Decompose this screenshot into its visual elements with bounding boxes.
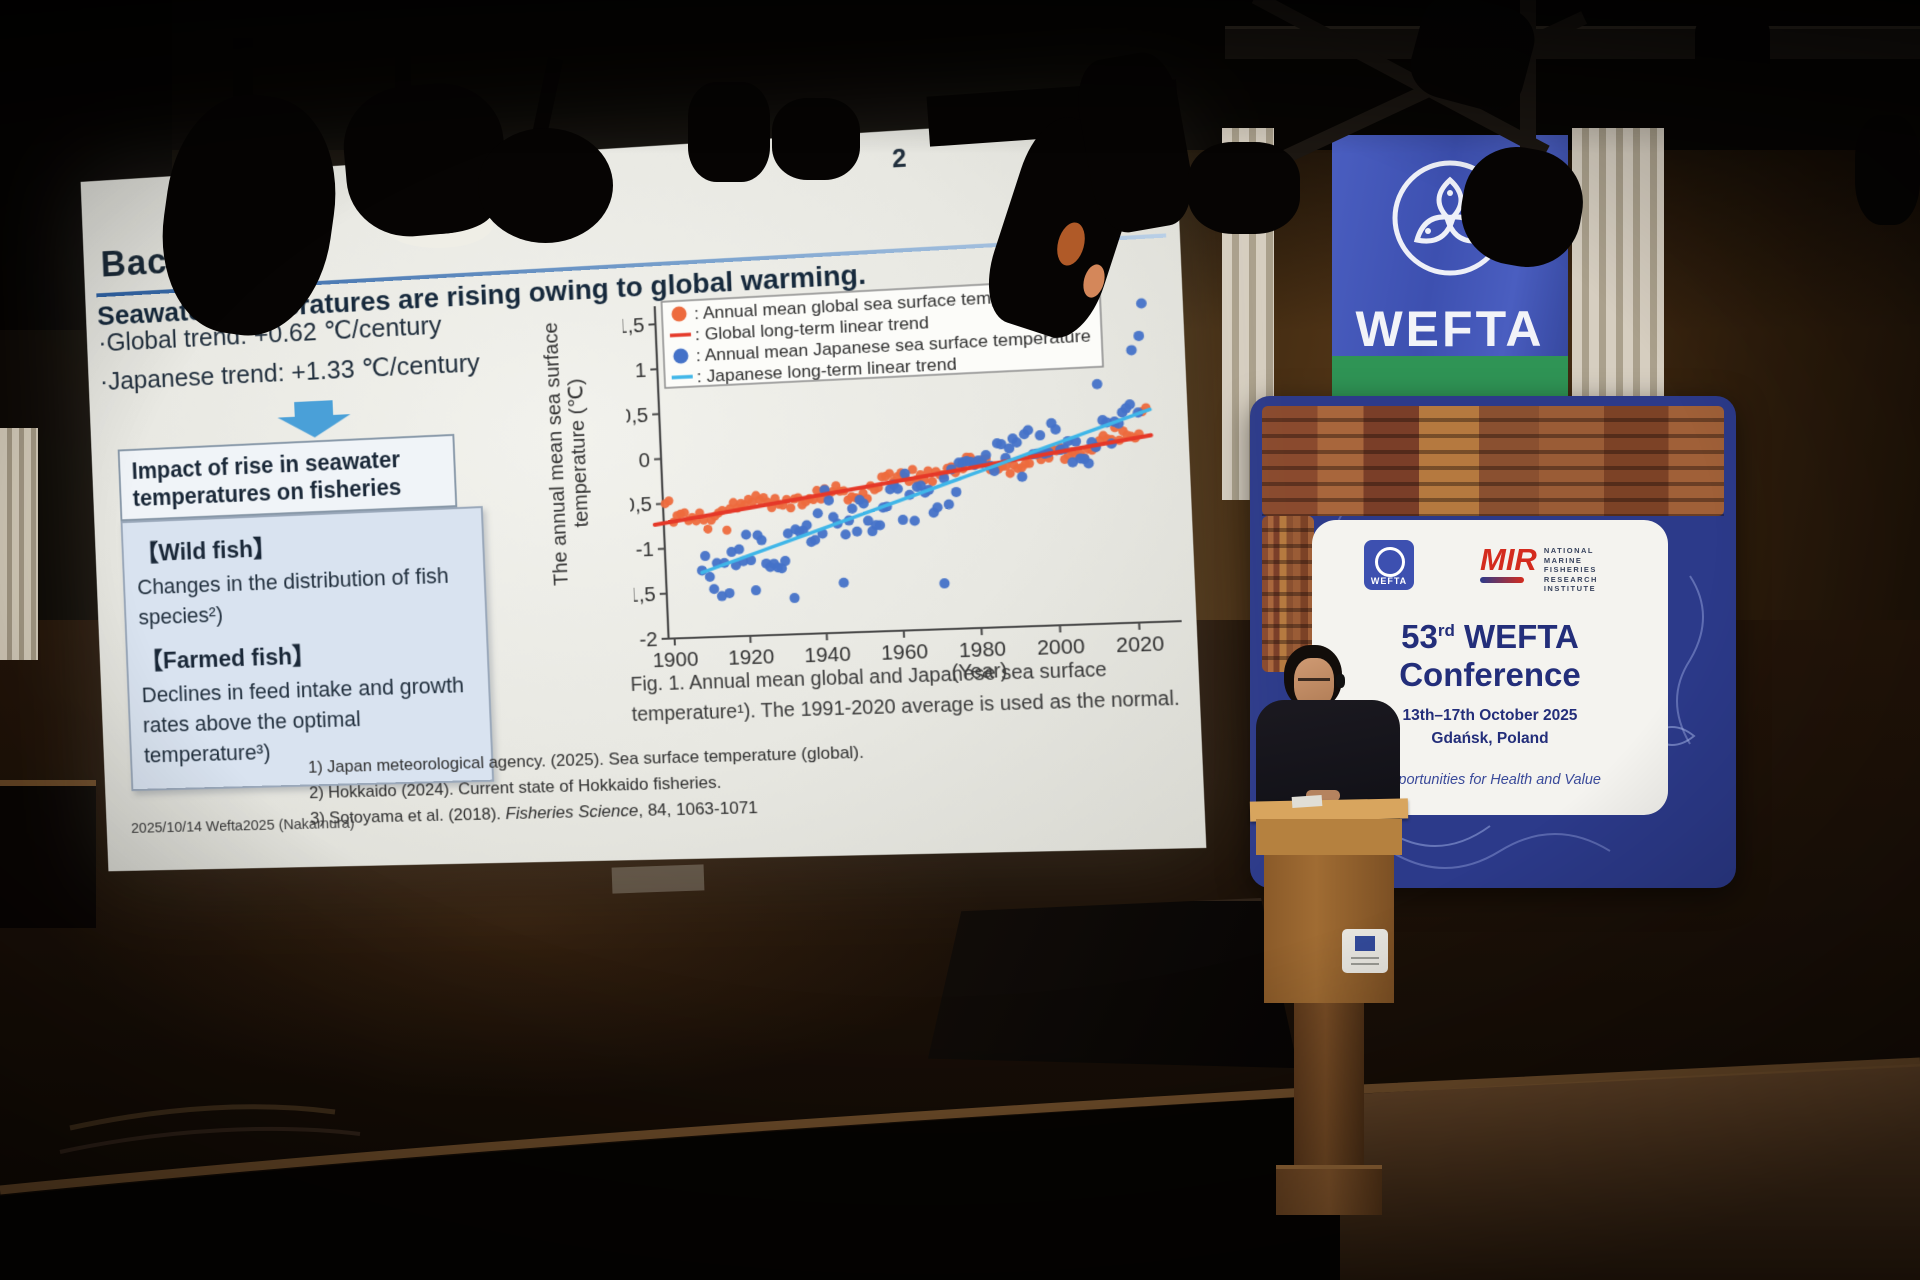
- podium-panel: [1264, 855, 1394, 1003]
- stage-light: [1695, 12, 1770, 82]
- mir-org-line: RESEARCH: [1544, 576, 1598, 585]
- chart-y-axis-label: The annual mean sea surface temperature …: [538, 278, 602, 629]
- conference-card-logos: WEFTA MIR NATIONAL MARINE FISHERIES RESE…: [1312, 540, 1668, 602]
- svg-text:0,5: 0,5: [621, 404, 648, 428]
- svg-text:-1,5: -1,5: [621, 584, 656, 608]
- svg-text:-2: -2: [639, 629, 658, 652]
- mir-logo-label: MIR: [1480, 542, 1537, 577]
- auditorium-floor: [1340, 1064, 1920, 1280]
- banner-gdansk-photo: [1262, 406, 1724, 516]
- floor-plate: [612, 864, 705, 893]
- stage-light: [772, 98, 860, 180]
- podium-plaque-line: [1351, 963, 1379, 965]
- podium-papers: [1292, 795, 1323, 808]
- stage-light: [1188, 142, 1300, 234]
- sea-surface-temperature-chart: 1,510,50-0,5-1-1,5-21900 1920 1940 1960 1980…: [621, 266, 1199, 696]
- podium-desk-front: [1256, 819, 1402, 855]
- wefta-logo: WEFTA: [1364, 540, 1414, 590]
- conference-stage-photo: WEFTA WEFTA MIR NATIONAL: [0, 0, 1920, 1280]
- svg-text:1,5: 1,5: [621, 315, 645, 339]
- podium-base: [1276, 1165, 1382, 1215]
- stage-light: [1855, 115, 1920, 225]
- farmed-fish-heading: 【Farmed fish】: [140, 630, 475, 676]
- orchestra-pit: [0, 1095, 1340, 1280]
- mir-org-line: FISHERIES: [1544, 566, 1597, 575]
- mir-logo: MIR NATIONAL MARINE FISHERIES RESEARCH I…: [1480, 544, 1598, 594]
- wild-fish-text: Changes in the distribution of fish spec…: [137, 559, 473, 632]
- svg-text:0: 0: [638, 449, 650, 472]
- podium-plaque: [1342, 929, 1388, 973]
- stage-curtain-left: [0, 428, 38, 660]
- wefta-logo-fish-icon: [1375, 547, 1405, 577]
- wefta-logo-label: WEFTA: [1364, 576, 1414, 586]
- down-arrow-icon: [278, 414, 352, 439]
- stage-light: [478, 128, 613, 243]
- podium-column: [1294, 1003, 1364, 1165]
- mir-org-line: INSTITUTE: [1544, 585, 1596, 594]
- pit-railing: [70, 1107, 335, 1128]
- svg-text:-1: -1: [635, 539, 654, 562]
- podium-plaque-logo-icon: [1355, 936, 1375, 951]
- wefta-flag-label: WEFTA: [1332, 300, 1568, 358]
- podium: [1240, 790, 1420, 1220]
- fish-box: 【Wild fish】 Changes in the distribution …: [121, 506, 495, 791]
- svg-text:1: 1: [635, 359, 647, 382]
- svg-text:-0,5: -0,5: [621, 494, 652, 518]
- mir-logo-wave-icon: [1480, 577, 1524, 583]
- speaker-glasses: [1298, 678, 1330, 681]
- slide-footer: 2025/10/14 Wefta2025 (Nakamura): [131, 815, 355, 837]
- podium-plaque-line: [1351, 957, 1379, 959]
- mir-org-name: NATIONAL MARINE FISHERIES RESEARCH INSTI…: [1544, 544, 1598, 594]
- mir-org-line: MARINE: [1544, 557, 1583, 566]
- stage-light: [688, 82, 770, 182]
- mir-org-line: NATIONAL: [1544, 547, 1594, 556]
- pit-railing: [60, 1129, 360, 1152]
- side-table: [0, 780, 96, 928]
- speaker-headset: [1336, 674, 1345, 688]
- slide-page-number: 2: [892, 144, 908, 174]
